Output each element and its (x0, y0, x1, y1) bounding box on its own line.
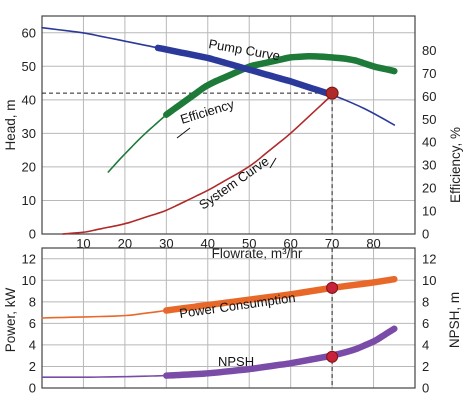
npsh-tick-label: 0 (422, 381, 429, 396)
head-tick-label: 60 (22, 25, 36, 40)
power-tick-label: 6 (29, 316, 36, 331)
npsh-tick-label: 10 (422, 273, 436, 288)
efficiency-tick-label: 10 (422, 204, 436, 219)
head-tick-label: 20 (22, 159, 36, 174)
efficiency-tick-label: 30 (422, 158, 436, 173)
top-panel-frame (41, 15, 416, 235)
head-tick-label: 50 (22, 59, 36, 74)
efficiency-tick-label: 60 (422, 89, 436, 104)
efficiency-tick-label: 80 (422, 43, 436, 58)
npsh-tick-label: 2 (422, 359, 429, 374)
npsh-tick-label: 4 (422, 337, 429, 352)
x-tick-label: 40 (201, 236, 215, 251)
power-tick-label: 10 (22, 273, 36, 288)
npsh-tick-label: 8 (422, 294, 429, 309)
x-tick-label: 20 (118, 236, 132, 251)
npsh-curve-highlight (163, 325, 398, 379)
system-curve-label-pointer (269, 157, 277, 169)
bottom-panel-series (41, 248, 398, 388)
x-tick-label: 70 (325, 236, 339, 251)
x-tick-label: 30 (159, 236, 173, 251)
power-tick-label: 12 (22, 251, 36, 266)
efficiency-label-pointer (176, 127, 191, 139)
operating-point-marker (326, 350, 339, 363)
x-tick-label: 80 (366, 236, 380, 251)
efficiency-axis-label: Efficiency, % (448, 127, 463, 203)
efficiency-tick-label: 50 (422, 112, 436, 127)
head-tick-label: 0 (29, 227, 36, 242)
efficiency-tick-label: 70 (422, 66, 436, 81)
efficiency-tick-label: 0 (422, 227, 429, 242)
power-consumption-label: Power Consumption (178, 290, 296, 321)
pump-curve-highlight (154, 44, 336, 99)
top-panel-ticks: 10 20 30 40 50 60 70 80 0 10 20 30 40 50 60 0 10 20 30 40 50… (22, 25, 437, 251)
power-tick-label: 0 (29, 381, 36, 396)
head-axis-label: Head, m (3, 99, 18, 150)
power-tick-label: 8 (29, 294, 36, 309)
power-tick-label: 4 (29, 337, 36, 352)
power-consumption-curve-highlight (163, 275, 398, 314)
efficiency-curve-highlight (163, 53, 398, 118)
npsh-axis-label: NPSH, m (447, 292, 462, 348)
npsh-label: NPSH (218, 354, 254, 369)
head-tick-label: 10 (22, 193, 36, 208)
head-tick-label: 40 (22, 92, 36, 107)
npsh-tick-label: 6 (422, 316, 429, 331)
operating-point-marker (325, 86, 339, 100)
x-axis-label: Flowrate, m³/hr (212, 246, 303, 261)
bottom-panel-ticks: 0 2 4 6 8 10 12 0 2 4 6 8 10 12 (22, 251, 437, 395)
power-tick-label: 2 (29, 359, 36, 374)
operating-point-marker (326, 281, 339, 294)
x-tick-label: 50 (242, 236, 256, 251)
system-curve-line (61, 94, 333, 235)
top-panel-series (41, 26, 398, 235)
x-tick-label: 10 (76, 236, 90, 251)
power-axis-label: Power, kW (3, 287, 18, 352)
npsh-tick-label: 12 (422, 251, 436, 266)
x-tick-label: 60 (283, 236, 297, 251)
head-tick-label: 30 (22, 126, 36, 141)
efficiency-tick-label: 40 (422, 135, 436, 150)
efficiency-tick-label: 20 (422, 181, 436, 196)
label-pointers (176, 127, 277, 169)
